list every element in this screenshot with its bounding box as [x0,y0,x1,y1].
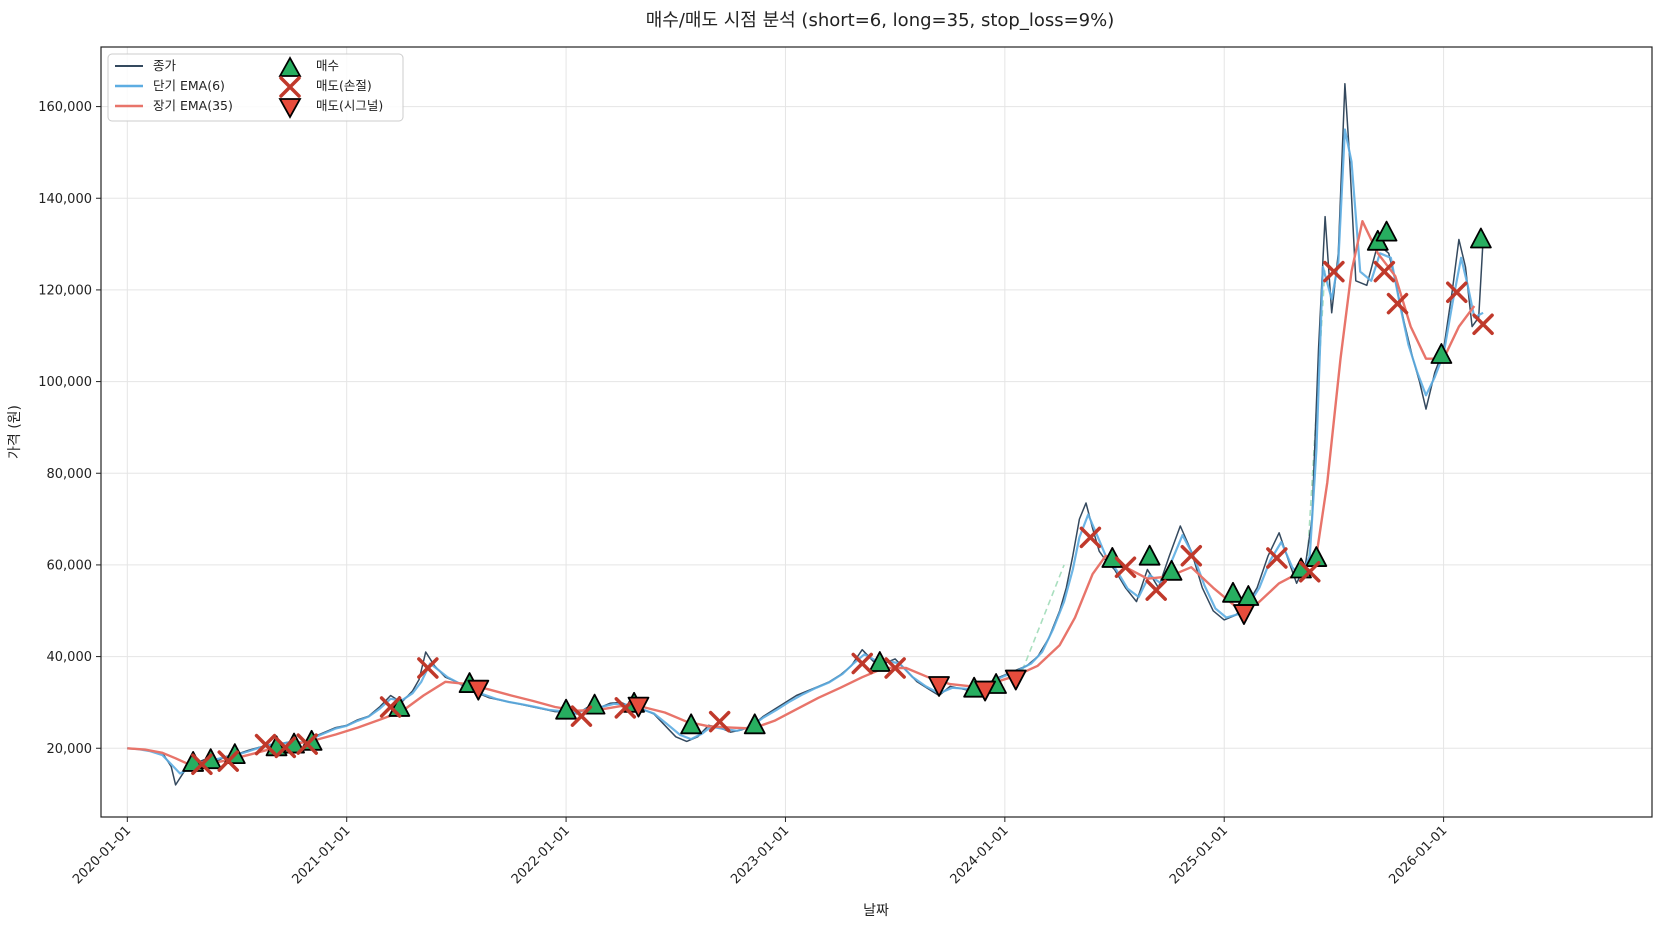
legend-item-buy: 매수 [278,56,339,77]
sell-signal-marker [467,679,490,701]
x-tick-label: 2026-01-01 [1386,823,1450,887]
sell-stop-marker [1472,313,1494,336]
y-tick-label: 140,000 [38,192,92,207]
sell-stop-marker [417,657,439,679]
buy-marker [1469,227,1492,249]
y-axis: 20,000 40,000 60,000 80,000 100,000 120,000 14… [38,100,101,757]
sell-stop-marker [296,733,318,755]
legend-item-close: 종가 [115,58,177,73]
sell-stop-marker [1180,545,1203,567]
y-tick-label: 100,000 [38,375,92,390]
sell-stop-marker [1323,260,1345,283]
sell-stop-marker [379,696,402,718]
x-tick-label: 2022-01-01 [509,823,573,887]
y-tick-label: 20,000 [47,742,93,757]
x-tick-label: 2025-01-01 [1167,823,1231,887]
hold-segments [1021,266,1326,671]
sell-stop-marker [1145,579,1167,601]
sell-stop-marker [1079,526,1102,549]
svg-text:장기 EMA(35): 장기 EMA(35) [153,98,233,113]
y-tick-label: 40,000 [47,650,93,665]
buy-marker [555,698,577,720]
sell-stop-marker [851,652,873,675]
svg-text:단기 EMA(6): 단기 EMA(6) [153,78,225,93]
legend-item-sell-stop: 매도(손절) [279,76,372,98]
buy-triangle-icon [278,56,302,77]
plot-area [127,82,1494,786]
trade-markers [182,220,1494,776]
sell-signal-marker [928,676,950,697]
svg-text:종가: 종가 [153,58,177,73]
svg-text:매도(시그널): 매도(시그널) [316,98,383,113]
sell-stop-marker [1373,260,1396,283]
x-tick-label: 2023-01-01 [728,823,792,887]
sell-stop-marker [1386,292,1409,315]
x-tick-label: 2020-01-01 [70,823,134,887]
sell-stop-marker [570,705,593,727]
y-tick-label: 120,000 [38,283,92,298]
sell-signal-marker [1004,669,1027,691]
series-line-ema-long [127,220,1476,766]
series-line-close [127,82,1484,786]
sell-stop-marker [1446,281,1468,303]
buy-marker [1430,343,1453,364]
legend-item-ema-short: 단기 EMA(6) [115,78,225,93]
legend-item-ema-long: 장기 EMA(35) [115,98,233,113]
sell-stop-marker [217,750,239,772]
y-tick-label: 160,000 [38,100,92,115]
legend-box [107,53,404,122]
sell-stop-marker [1114,556,1137,578]
svg-text:매수: 매수 [316,58,339,73]
x-tick-label: 2024-01-01 [948,823,1012,887]
sell-stop-marker [274,736,297,759]
legend-item-sell-signal: 매도(시그널) [278,98,383,119]
sell-stop-marker [708,710,731,733]
sell-stop-marker [1299,561,1321,583]
series-lines [127,82,1484,786]
sell-signal-marker [1233,604,1255,625]
plot-frame [100,46,1653,818]
svg-text:매도(손절): 매도(손절) [316,78,372,93]
sell-stop-marker [1266,547,1288,569]
y-axis-label: 가격 (원) [7,405,23,459]
y-tick-label: 60,000 [47,558,93,573]
hold-segment [1021,564,1065,671]
sell-stop-marker [191,753,213,776]
x-tick-label: 2021-01-01 [289,823,353,887]
x-axis-label: 날짜 [863,903,889,919]
chart-title: 매수/매도 시점 분석 (short=6, long=35, stop_loss… [646,10,1115,31]
x-axis: 2020-01-01 2021-01-01 2022-01-01 2023-01-01… [70,817,1450,887]
sell-signal-marker [974,680,996,702]
sell-stop-marker [254,733,277,756]
sell-signal-triangle-icon [278,98,302,119]
legend: 종가 단기 EMA(6) 장기 EMA(35) 매수 매도(손절) 매도(시그널… [107,53,404,122]
buy-marker [1222,581,1244,603]
y-tick-label: 80,000 [47,467,93,482]
buy-marker [1375,220,1398,242]
grid-lines [101,47,1652,817]
series-line-ema-short [127,128,1484,775]
buy-marker [743,713,766,735]
buy-marker [1160,559,1183,581]
buy-marker [1138,544,1161,566]
sell-stop-x-icon [279,76,301,98]
buy-marker [680,713,703,735]
buy-marker [868,651,891,672]
sell-stop-marker [884,657,906,679]
sell-signal-marker [627,696,650,718]
